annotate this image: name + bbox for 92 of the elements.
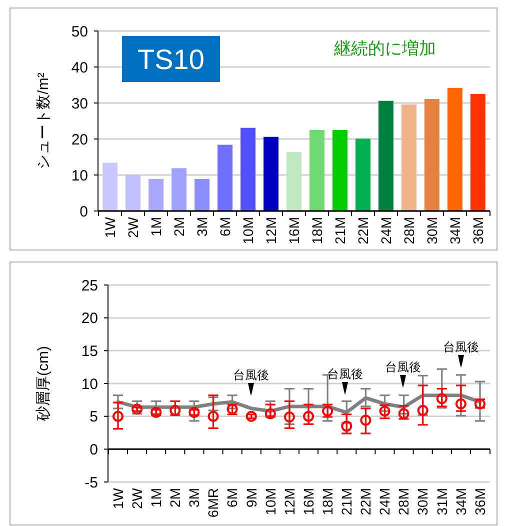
x-tick-label: 34M (452, 488, 469, 516)
x-tick-label: 16M (286, 217, 302, 244)
point (284, 411, 295, 422)
point (112, 410, 124, 422)
bar (126, 175, 141, 211)
point (455, 398, 466, 410)
x-tick-label: 22M (354, 217, 371, 244)
x-tick-label: 1M (148, 488, 164, 508)
x-tick-label: 1W (110, 487, 126, 509)
annotation: 台風後 (327, 367, 363, 381)
annotation: 台風後 (385, 360, 421, 374)
x-tick-label: 18M (308, 217, 325, 244)
y-tick-label: 10 (71, 167, 88, 184)
y-tick-label: 50 (71, 23, 88, 40)
x-tick-label: 3M (186, 488, 202, 508)
x-tick-label: 2W (128, 487, 145, 509)
x-tick-label: 28M (400, 217, 417, 244)
x-tick-label: 10M (262, 488, 278, 516)
point (188, 406, 200, 418)
x-tick-label: 22M (358, 488, 374, 516)
bar (240, 128, 256, 211)
x-tick-label: 12M (262, 217, 279, 244)
y-tick-label: 0 (80, 203, 88, 220)
y-axis-title: シュート数/m² (35, 72, 52, 170)
bar (102, 162, 118, 211)
x-tick-label: 36M (472, 488, 488, 516)
bar (470, 94, 486, 211)
x-tick-label: 21M (332, 217, 348, 244)
point (398, 408, 410, 420)
x-tick-label: 18M (319, 488, 336, 516)
point (360, 414, 372, 426)
annotation: 台風後 (233, 368, 269, 382)
x-tick-label: 2W (124, 216, 141, 238)
x-tick-label: 6M (216, 217, 233, 236)
x-tick-label: 28M (396, 488, 412, 516)
bar (356, 138, 370, 211)
x-tick-label: 6M (224, 488, 240, 508)
point (417, 404, 428, 416)
x-tick-label: 21M (338, 488, 355, 516)
y-tick-label: 40 (71, 59, 88, 76)
x-tick-label: 24M (376, 488, 393, 516)
y-tick-label: 30 (71, 95, 88, 112)
x-tick-label: 10M (240, 217, 256, 244)
y-tick-label: 15 (81, 342, 98, 360)
x-tick-label: 36M (470, 217, 486, 244)
point (208, 410, 219, 422)
point (170, 404, 181, 416)
bar (148, 178, 164, 211)
point (379, 406, 390, 417)
bar (378, 100, 394, 211)
annotation: 台風後 (443, 340, 479, 354)
x-tick-label: 6MR (205, 488, 222, 518)
bar (424, 99, 440, 211)
x-tick-label: 24M (378, 217, 394, 244)
point (436, 393, 448, 404)
annotation: 継続的に増加 (333, 38, 436, 58)
bar (332, 130, 348, 211)
point (132, 404, 143, 415)
point (264, 408, 276, 420)
y-tick-label: 10 (81, 376, 98, 393)
bar (264, 136, 278, 211)
x-tick-label: 30M (424, 217, 440, 244)
y-tick-label: 25 (81, 277, 98, 294)
bar (286, 152, 302, 211)
point (341, 420, 352, 432)
x-tick-label: 34M (446, 217, 463, 244)
annotation: TS10 (138, 44, 204, 75)
bar (194, 178, 210, 211)
x-tick-label: 30M (414, 488, 431, 516)
x-tick-label: 16M (300, 488, 316, 516)
bar (447, 88, 462, 211)
x-tick-label: 1M (148, 217, 164, 236)
bar (310, 130, 324, 211)
point (150, 406, 162, 418)
x-tick-label: 2M (170, 217, 187, 236)
bar (401, 104, 416, 211)
x-tick-label: 2M (167, 488, 184, 508)
point (246, 410, 257, 422)
bar (172, 168, 187, 211)
point (303, 410, 314, 422)
bar (218, 144, 232, 211)
y-tick-label: -5 (84, 474, 98, 492)
x-tick-label: 1W (102, 216, 118, 238)
x-tick-label: 3M (194, 217, 210, 236)
y-tick-label: 0 (90, 441, 98, 458)
x-tick-label: 9M (243, 488, 260, 508)
x-tick-label: 12M (281, 488, 298, 516)
y-tick-label: 20 (81, 310, 98, 328)
x-tick-label: 31M (434, 488, 450, 516)
y-tick-label: 20 (71, 131, 88, 148)
y-axis-title: 砂層厚(cm) (35, 346, 52, 422)
y-tick-label: 5 (90, 408, 98, 426)
